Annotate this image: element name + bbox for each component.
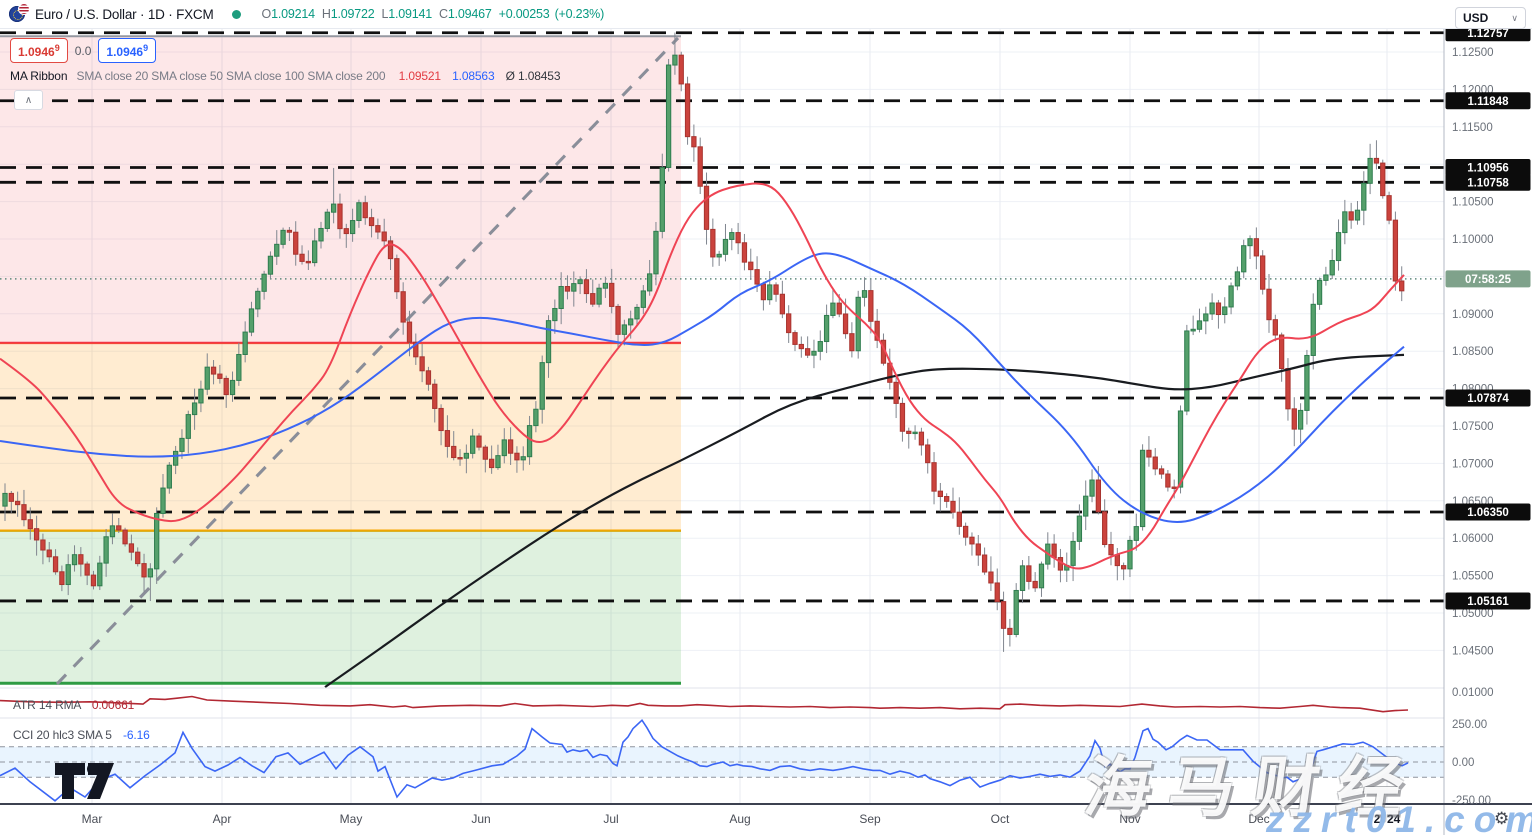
price-axis[interactable] [1444, 0, 1532, 835]
cci-line[interactable] [0, 718, 1409, 802]
svg-text:Jul: Jul [603, 812, 618, 826]
atr-line[interactable] [0, 695, 1409, 713]
low-value: 1.09141 [388, 7, 433, 21]
collapse-legend-button[interactable]: ∧ [14, 90, 43, 110]
svg-text:1.08500: 1.08500 [1452, 346, 1494, 358]
svg-text:1.10758: 1.10758 [1467, 177, 1509, 189]
svg-text:Nov: Nov [1119, 812, 1140, 826]
svg-text:1.12757: 1.12757 [1467, 28, 1509, 40]
svg-text:1.10500: 1.10500 [1452, 197, 1494, 209]
high-value: 1.09722 [330, 7, 375, 21]
eurusd-flag-icon [9, 3, 30, 23]
price-tool-row: 1.09469 0.0 1.09469 [10, 38, 157, 63]
svg-text:1.12500: 1.12500 [1452, 47, 1494, 59]
high-label: H [321, 7, 331, 21]
svg-text:0.00: 0.00 [1452, 757, 1474, 769]
svg-text:Mar: Mar [82, 812, 103, 826]
chevron-up-icon: ∧ [24, 94, 33, 106]
svg-text:1.09000: 1.09000 [1452, 309, 1494, 321]
svg-text:May: May [340, 812, 363, 826]
svg-text:Apr: Apr [213, 812, 232, 826]
ma-ribbon-title: MA Ribbon [10, 69, 68, 83]
ma-ribbon-legend[interactable]: MA Ribbon SMA close 20 SMA close 50 SMA … [10, 69, 561, 83]
change-percent: (+0.23%) [554, 7, 605, 21]
svg-text:2024: 2024 [1374, 812, 1401, 826]
currency-dropdown[interactable]: USD ∨ [1455, 7, 1526, 29]
svg-text:07:58:25: 07:58:25 [1465, 274, 1512, 286]
currency-label: USD [1463, 11, 1489, 25]
chart-header: Euro / U.S. Dollar · 1D · FXCM O1.09214 H… [0, 0, 1532, 29]
svg-text:250.00: 250.00 [1452, 719, 1487, 731]
tradingview-logo-icon[interactable] [55, 763, 114, 799]
svg-text:0.01000: 0.01000 [1452, 687, 1494, 699]
atr-legend[interactable]: ATR 14 RMA 0.00661 [13, 698, 134, 712]
offset-value: 0.0 [74, 43, 92, 58]
atr-name: ATR 14 RMA [13, 698, 81, 712]
red-price-box[interactable]: 1.09469 [10, 38, 68, 63]
cci-name: CCI 20 hlc3 SMA 5 [13, 728, 112, 742]
symbol-title[interactable]: Euro / U.S. Dollar · 1D · FXCM [35, 6, 214, 22]
open-value: 1.09214 [271, 7, 315, 21]
sma-average-value: Ø 1.08453 [505, 69, 561, 83]
svg-text:1.05161: 1.05161 [1467, 596, 1509, 608]
time-axis[interactable]: Mar Apr May Jun Jul Aug Sep Oct Nov Dec 2024 [82, 812, 1401, 826]
close-value: 1.09467 [447, 7, 492, 21]
svg-text:1.07874: 1.07874 [1467, 393, 1509, 405]
sma200-line [324, 353, 1405, 688]
sma20-line [0, 182, 1405, 570]
svg-text:1.05500: 1.05500 [1452, 571, 1494, 583]
ohlc-readout: O1.09214 H1.09722 L1.09141 C1.09467 +0.00253… [255, 7, 605, 21]
svg-text:1.07500: 1.07500 [1452, 421, 1494, 433]
price-axis-ticks: 1.125001.120001.115001.105001.100001.090… [1452, 47, 1494, 807]
open-label: O [261, 7, 272, 21]
svg-text:1.11848: 1.11848 [1468, 96, 1510, 108]
svg-text:1.07000: 1.07000 [1452, 458, 1494, 470]
chevron-down-icon: ∨ [1511, 12, 1518, 23]
cci-legend[interactable]: CCI 20 hlc3 SMA 5 -6.16 [13, 728, 150, 742]
sma50-line [0, 252, 1405, 523]
svg-text:1.06350: 1.06350 [1467, 507, 1509, 519]
supply-demand-zones[interactable] [0, 35, 681, 685]
atr-value: 0.00661 [91, 698, 135, 712]
gridlines [0, 28, 1444, 803]
candlestick-series[interactable] [2, 32, 1405, 652]
trendline[interactable] [55, 36, 680, 686]
ma-ribbon-params: SMA close 20 SMA close 50 SMA close 100 … [76, 69, 386, 83]
market-status-icon[interactable] [231, 9, 241, 19]
svg-text:Aug: Aug [729, 812, 750, 826]
svg-text:Oct: Oct [991, 812, 1010, 826]
sma20-value: 1.09521 [398, 69, 441, 83]
svg-text:1.10956: 1.10956 [1467, 162, 1509, 174]
svg-text:Jun: Jun [471, 812, 490, 826]
svg-text:Sep: Sep [859, 812, 881, 826]
level-badges: 1.12757 1.11848 1.10956 1.10758 1.07874 1.063… [1445, 24, 1531, 610]
gear-icon[interactable]: ⚙ [1494, 809, 1510, 828]
cci-value: -6.16 [123, 728, 150, 742]
svg-text:1.06000: 1.06000 [1452, 533, 1494, 545]
svg-text:Dec: Dec [1248, 812, 1269, 826]
svg-text:-250.00: -250.00 [1452, 795, 1491, 807]
svg-text:1.05000: 1.05000 [1452, 608, 1494, 620]
change-value: +0.00253 [498, 7, 550, 21]
svg-text:1.11500: 1.11500 [1452, 122, 1493, 134]
ma-ribbon-lines[interactable] [0, 182, 1405, 688]
blue-price-box[interactable]: 1.09469 [98, 38, 157, 63]
svg-text:1.04500: 1.04500 [1452, 645, 1494, 657]
close-label: C [439, 7, 448, 21]
sma50-value: 1.08563 [452, 69, 495, 83]
countdown-badge [1445, 270, 1531, 288]
svg-text:1.10000: 1.10000 [1452, 234, 1494, 246]
low-label: L [381, 7, 389, 21]
